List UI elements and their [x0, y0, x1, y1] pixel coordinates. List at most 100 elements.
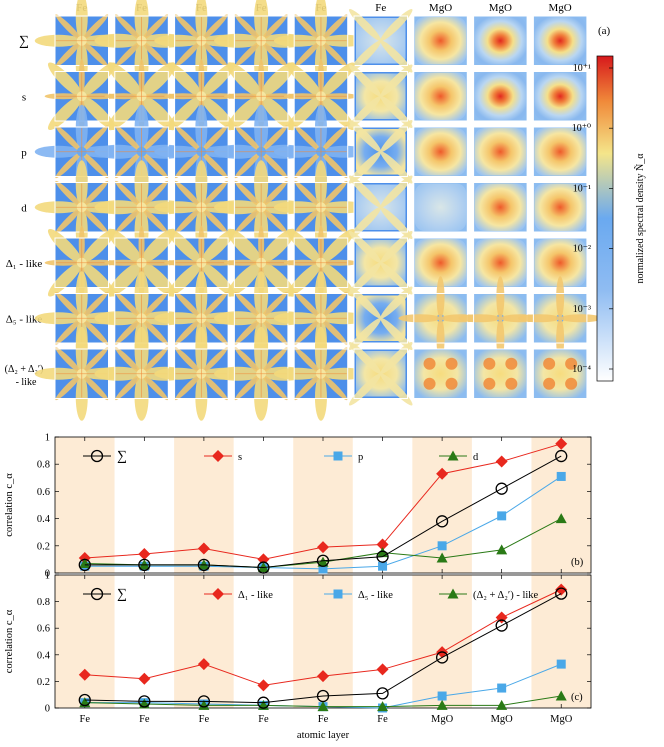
spectral-density-tile — [34, 104, 129, 199]
tile-petal — [320, 180, 348, 208]
tile-petal — [320, 151, 348, 179]
shaded-column — [55, 437, 115, 573]
legend-entry: (Δ₂ + Δ₂′) - like — [473, 590, 539, 601]
tile-petal — [55, 14, 82, 41]
spectral-density-tile — [532, 182, 588, 233]
legend-entry: ∑ — [117, 449, 127, 464]
column-header: MgO — [549, 2, 572, 14]
data-point — [496, 544, 508, 555]
tile-border — [532, 15, 588, 66]
x-axis-label: atomic layer — [297, 730, 350, 741]
tile-petal — [260, 318, 288, 345]
tile-petal — [201, 14, 228, 41]
tile-border — [532, 182, 588, 233]
tile-petal — [115, 373, 142, 401]
tile-border — [473, 348, 528, 399]
tile-petal — [380, 206, 413, 240]
tile-petal — [348, 341, 382, 375]
tile-petal — [348, 317, 382, 351]
data-point — [138, 695, 151, 708]
tile-petal — [115, 207, 142, 234]
data-point — [555, 449, 568, 463]
data-point — [376, 663, 389, 676]
tile-petal — [227, 262, 262, 297]
tile-petal — [81, 40, 109, 68]
y-tick-label: 0.8 — [37, 597, 50, 608]
tile-petal — [320, 14, 348, 41]
data-point — [198, 699, 210, 710]
tile-petal — [320, 318, 348, 345]
tile-petal — [260, 291, 288, 319]
legend-marker — [333, 589, 343, 599]
tile-petal — [55, 180, 82, 208]
tile-border — [353, 15, 408, 66]
tile-petal — [141, 14, 168, 41]
tile-core — [534, 128, 586, 176]
tile-petal — [380, 64, 413, 97]
spectral-density-tile — [164, 59, 239, 134]
tile-petal — [174, 180, 202, 208]
row-label: Δ₁ - like — [6, 258, 43, 270]
tile-petal — [55, 125, 82, 152]
spectral-density-tile — [473, 126, 528, 177]
spectral-density-tile — [348, 8, 413, 73]
tile-petal — [234, 180, 262, 208]
data-point — [435, 651, 449, 664]
tile-petal — [174, 40, 202, 68]
tile-lobe — [445, 357, 458, 370]
tile-petal — [174, 14, 202, 41]
tile-petal — [227, 95, 262, 131]
spectral-density-tile — [104, 225, 179, 300]
colorbar-tick-label: 10⁻¹ — [573, 183, 591, 194]
tile-lobe — [423, 357, 436, 370]
row-label: (Δ₂ + Δ₂′) — [5, 364, 44, 375]
x-tick-label: Fe — [377, 714, 388, 725]
spectral-density-tile — [413, 348, 468, 399]
tile-lobe — [543, 357, 556, 370]
tile-petal — [348, 206, 382, 240]
tile-petal — [81, 14, 109, 41]
data-point — [495, 455, 508, 468]
tile-petal — [234, 347, 262, 374]
tile-petal — [260, 151, 288, 179]
tile-core — [534, 17, 586, 65]
tile-petal — [55, 40, 82, 68]
colorbar: 10⁺¹ 10⁺⁰ 10⁻¹ 10⁻² 10⁻³ 10⁻⁴ normalized spect… — [572, 55, 646, 382]
tile-petal — [320, 373, 348, 401]
tile-petal — [55, 347, 82, 374]
tile-petal — [348, 64, 382, 97]
spectral-density-tile — [164, 225, 239, 300]
spectral-density-tile — [413, 126, 468, 177]
tile-border — [413, 71, 468, 122]
tile-center — [556, 314, 565, 323]
tile-petal — [260, 262, 296, 297]
tile-petal — [380, 373, 413, 406]
tile-petal — [380, 8, 413, 42]
tile-petal — [55, 373, 82, 401]
spectral-density-tile — [273, 0, 368, 88]
shaded-column — [174, 575, 234, 708]
x-tick-label: MgO — [550, 714, 573, 725]
tile-petal — [55, 207, 82, 234]
tile-center — [496, 314, 505, 323]
tile-petal — [115, 180, 142, 208]
column-header: Fe — [375, 2, 386, 14]
tile-petal — [380, 119, 413, 153]
tile-petal — [348, 175, 382, 208]
tile-petal — [260, 95, 296, 131]
y-tick-label: 0.6 — [37, 624, 50, 635]
tile-petal — [140, 262, 176, 297]
tile-petal — [348, 286, 382, 319]
tile-petal — [201, 318, 228, 345]
row-label-line2: - like — [16, 377, 37, 388]
tile-petal — [115, 318, 142, 345]
tile-petal — [234, 125, 262, 152]
tile-petal — [380, 40, 413, 73]
spectral-density-tile — [34, 160, 129, 255]
tile-petal — [294, 347, 322, 374]
data-point — [317, 670, 329, 683]
tile-petal — [348, 8, 382, 42]
colorbar-tick-label: 10⁻⁴ — [572, 364, 591, 375]
